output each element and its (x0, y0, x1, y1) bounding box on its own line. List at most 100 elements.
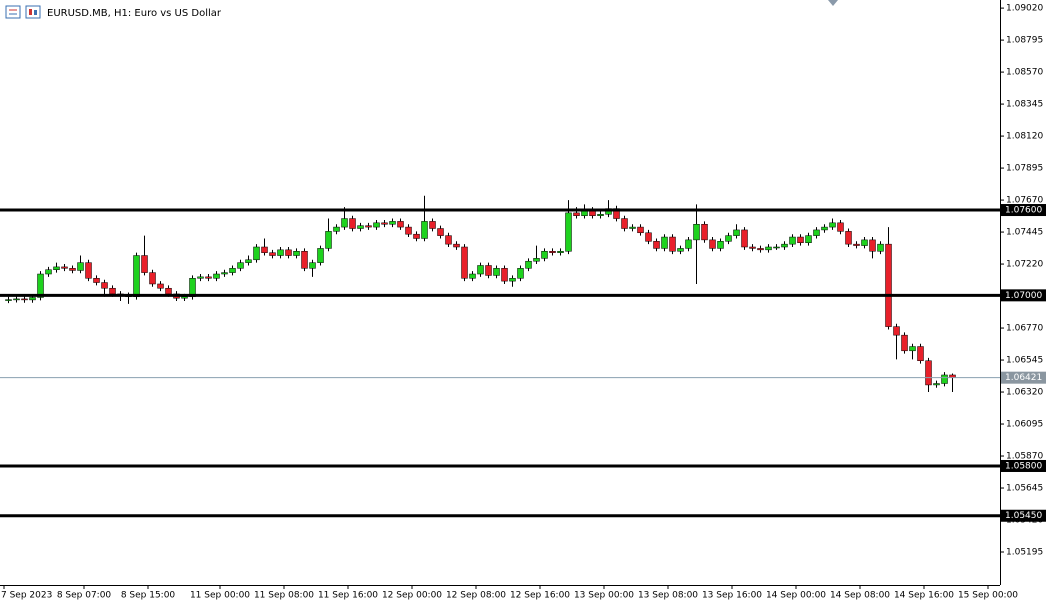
candle-body (797, 236, 804, 243)
candle-body (277, 249, 284, 256)
candle-body (749, 246, 756, 249)
y-tick-label: 1.07220 (1006, 260, 1043, 270)
y-tick-label: 1.08570 (1006, 68, 1043, 78)
candle-body (13, 298, 20, 301)
candle-body (765, 246, 772, 251)
x-tick-label: 12 Sep 16:00 (510, 591, 570, 601)
candle-body (333, 226, 340, 232)
candle-body (877, 243, 884, 252)
x-tick-label: 11 Sep 16:00 (318, 591, 378, 601)
y-tick-label: 1.08795 (1006, 36, 1043, 46)
candle-body (229, 268, 236, 273)
candle-body (413, 233, 420, 239)
candle-body (821, 226, 828, 231)
candle-body (565, 212, 572, 252)
icon (25, 5, 41, 19)
candle-body (933, 383, 940, 386)
candle-body (677, 248, 684, 252)
level-label: 1.05450 (1005, 511, 1042, 521)
y-tick-label: 1.08120 (1006, 132, 1043, 142)
x-tick-label: 7 Sep 2023 (1, 591, 52, 601)
y-tick-label: 1.07895 (1006, 164, 1043, 174)
candle-body (557, 251, 564, 253)
shift-marker (828, 0, 838, 6)
level-label: 1.07000 (1005, 291, 1042, 301)
candle-body (573, 212, 580, 216)
candle-body (421, 221, 428, 239)
candle-body (781, 243, 788, 248)
x-tick-label: 11 Sep 00:00 (190, 591, 250, 601)
candle-body (365, 225, 372, 228)
candle-body (109, 287, 116, 295)
candle-body (325, 231, 332, 249)
candle-body (693, 223, 700, 241)
candle-body (61, 266, 68, 269)
candle-body (197, 276, 204, 279)
candle-body (381, 222, 388, 225)
candle-body (501, 268, 508, 282)
candle-body (389, 221, 396, 225)
candle-body (509, 278, 516, 282)
y-tick-label: 1.05870 (1006, 452, 1043, 462)
candle-body (77, 262, 84, 271)
candle-body (21, 298, 28, 301)
candle-body (373, 222, 380, 228)
y-tick-label: 1.06545 (1006, 356, 1043, 366)
candle-body (525, 260, 532, 269)
candle-body (221, 272, 228, 275)
x-tick-label: 13 Sep 00:00 (574, 591, 634, 601)
candle-body (429, 221, 436, 229)
candle-body (869, 239, 876, 252)
candle-body (445, 235, 452, 245)
candle-body (661, 236, 668, 249)
candle-body (301, 251, 308, 269)
candle-body (357, 225, 364, 229)
candle-body (805, 235, 812, 243)
x-tick-label: 15 Sep 00:00 (958, 591, 1018, 601)
candle-body (637, 226, 644, 234)
candle-body (397, 221, 404, 228)
candle-body (493, 268, 500, 276)
candle-body (701, 223, 708, 241)
x-tick-label: 8 Sep 15:00 (121, 591, 176, 601)
y-tick-label: 1.06095 (1006, 420, 1043, 430)
icon (5, 5, 21, 19)
candle-body (93, 278, 100, 283)
candle-body (141, 255, 148, 273)
current-price-box (1001, 371, 1046, 384)
candle-body (629, 226, 636, 229)
y-tick-label: 1.09020 (1006, 4, 1043, 14)
candle-body (205, 276, 212, 279)
level-label: 1.05800 (1005, 461, 1042, 471)
candle-body (829, 222, 836, 228)
candle-body (133, 255, 140, 298)
candle-body (53, 266, 60, 270)
y-tick-label: 1.07670 (1006, 196, 1043, 206)
candle-body (549, 251, 556, 253)
current-price-label: 1.06421 (1005, 373, 1042, 383)
candle-body (181, 296, 188, 299)
candle-body (237, 262, 244, 269)
level-box (1001, 289, 1046, 302)
candle-body (341, 218, 348, 228)
candle-body (5, 299, 12, 301)
candle-body (533, 258, 540, 262)
candle-body (941, 374, 948, 384)
x-tick-label: 12 Sep 08:00 (446, 591, 506, 601)
candle-body (85, 262, 92, 279)
candle-body (717, 241, 724, 249)
candle-body (269, 252, 276, 256)
candle-body (165, 287, 172, 295)
icon-bar (29, 9, 32, 15)
y-tick-label: 1.05645 (1006, 484, 1043, 494)
x-tick-label: 12 Sep 00:00 (382, 591, 442, 601)
candle-body (261, 246, 268, 253)
candle-body (317, 248, 324, 263)
candle-body (757, 248, 764, 251)
candle-body (845, 231, 852, 245)
x-tick-label: 13 Sep 16:00 (702, 591, 762, 601)
candle-body (853, 243, 860, 246)
candle-body (485, 265, 492, 276)
candle-body (893, 326, 900, 336)
